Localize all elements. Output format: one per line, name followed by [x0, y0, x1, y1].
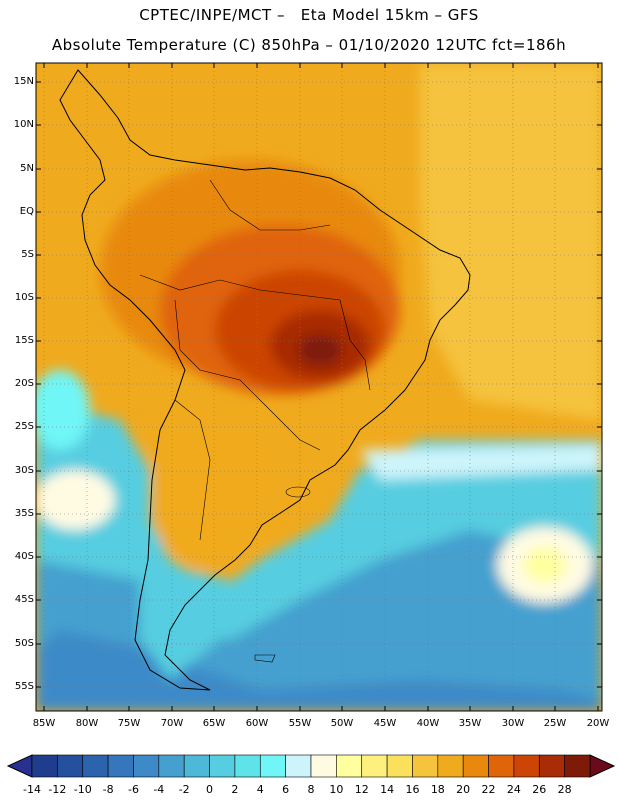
colorbar-tick-label: 28 [557, 783, 572, 796]
chart-title-line1: CPTEC/INPE/MCT – Eta Model 15km – GFS [139, 6, 479, 24]
colorbar-swatch [285, 754, 312, 778]
lat-label: 55S [14, 681, 34, 692]
colorbar-tick-label: -2 [178, 783, 190, 796]
lon-label: 30W [501, 718, 525, 729]
lon-label: 80W [75, 718, 99, 729]
colorbar-swatch [310, 754, 337, 778]
lon-label: 75W [117, 718, 141, 729]
colorbar-swatch [437, 754, 464, 778]
colorbar-swatch [412, 754, 439, 778]
lon-label: 70W [160, 718, 184, 729]
colorbar-swatch [107, 754, 134, 778]
colorbar-tick-label: -8 [102, 783, 114, 796]
colorbar-swatch [361, 754, 388, 778]
lat-label: 5S [21, 249, 34, 260]
colorbar-swatch [488, 754, 515, 778]
colorbar-tick-label: 8 [307, 783, 315, 796]
lat-label: EQ [19, 206, 34, 217]
colorbar-swatch [209, 754, 236, 778]
lat-label: 10S [14, 292, 34, 303]
chart-title-line2: Absolute Temperature (C) 850hPa – 01/10/… [51, 36, 567, 54]
colorbar-tick-label: -14 [23, 783, 41, 796]
lon-label: 25W [543, 718, 567, 729]
colorbar-tick-label: 2 [231, 783, 239, 796]
map-gridlines [36, 63, 602, 711]
colorbar-swatch [336, 754, 363, 778]
colorbar-tick-label: 0 [206, 783, 214, 796]
lat-label: 20S [14, 378, 34, 389]
colorbar-tick-label: 20 [456, 783, 471, 796]
lon-label: 20W [586, 718, 610, 729]
colorbar-tick-label: 4 [256, 783, 264, 796]
colorbar-tick-label: -10 [73, 783, 92, 796]
colorbar-tick-label: -12 [48, 783, 67, 796]
lat-label: 25S [14, 421, 34, 432]
colorbar-tick-label: 12 [354, 783, 369, 796]
map-frame [35, 62, 603, 712]
colorbar-under-arrow [6, 754, 33, 778]
lon-label: 35W [458, 718, 482, 729]
country-borders [139, 179, 371, 663]
lat-label: 15S [14, 335, 34, 346]
lon-label: 40W [416, 718, 440, 729]
colorbar-tick-label: -4 [153, 783, 165, 796]
lon-label: 50W [330, 718, 354, 729]
colorbar-tick-label: -6 [127, 783, 139, 796]
colorbar-swatch [462, 754, 489, 778]
colorbar-swatch [57, 754, 84, 778]
colorbar-swatch [234, 754, 261, 778]
lat-label: 15N [13, 76, 34, 87]
colorbar-tick-label: 24 [506, 783, 521, 796]
colorbar-swatch [538, 754, 565, 778]
lat-label: 40S [14, 551, 34, 562]
lat-label: 30S [14, 465, 34, 476]
temperature-field [36, 63, 602, 711]
lon-label: 55W [288, 718, 312, 729]
colorbar-swatch [183, 754, 210, 778]
colorbar-swatch [386, 754, 413, 778]
colorbar-swatch [513, 754, 540, 778]
lon-label: 65W [202, 718, 226, 729]
lat-label: 5N [20, 163, 34, 174]
south-america-coastline [59, 69, 471, 691]
colorbar-tick-label: 26 [532, 783, 547, 796]
colorbar-swatch [82, 754, 109, 778]
colorbar-swatch [133, 754, 160, 778]
colorbar-swatch [31, 754, 58, 778]
lon-label: 45W [373, 718, 397, 729]
colorbar-tick-label: 6 [282, 783, 290, 796]
colorbar-swatch [564, 754, 591, 778]
lon-label: 60W [245, 718, 269, 729]
colorbar-tick-label: 14 [380, 783, 395, 796]
colorbar-tick-label: 16 [405, 783, 420, 796]
lat-label: 35S [14, 508, 34, 519]
lon-label: 85W [32, 718, 56, 729]
lat-label: 10N [13, 119, 34, 130]
colorbar-tick-label: 18 [430, 783, 445, 796]
lat-label: 45S [14, 594, 34, 605]
colorbar [6, 754, 616, 778]
colorbar-tick-label: 22 [481, 783, 496, 796]
colorbar-over-arrow [589, 754, 616, 778]
lat-label: 50S [14, 638, 34, 649]
colorbar-tick-label: 10 [329, 783, 344, 796]
colorbar-swatch [158, 754, 185, 778]
colorbar-swatch [259, 754, 286, 778]
